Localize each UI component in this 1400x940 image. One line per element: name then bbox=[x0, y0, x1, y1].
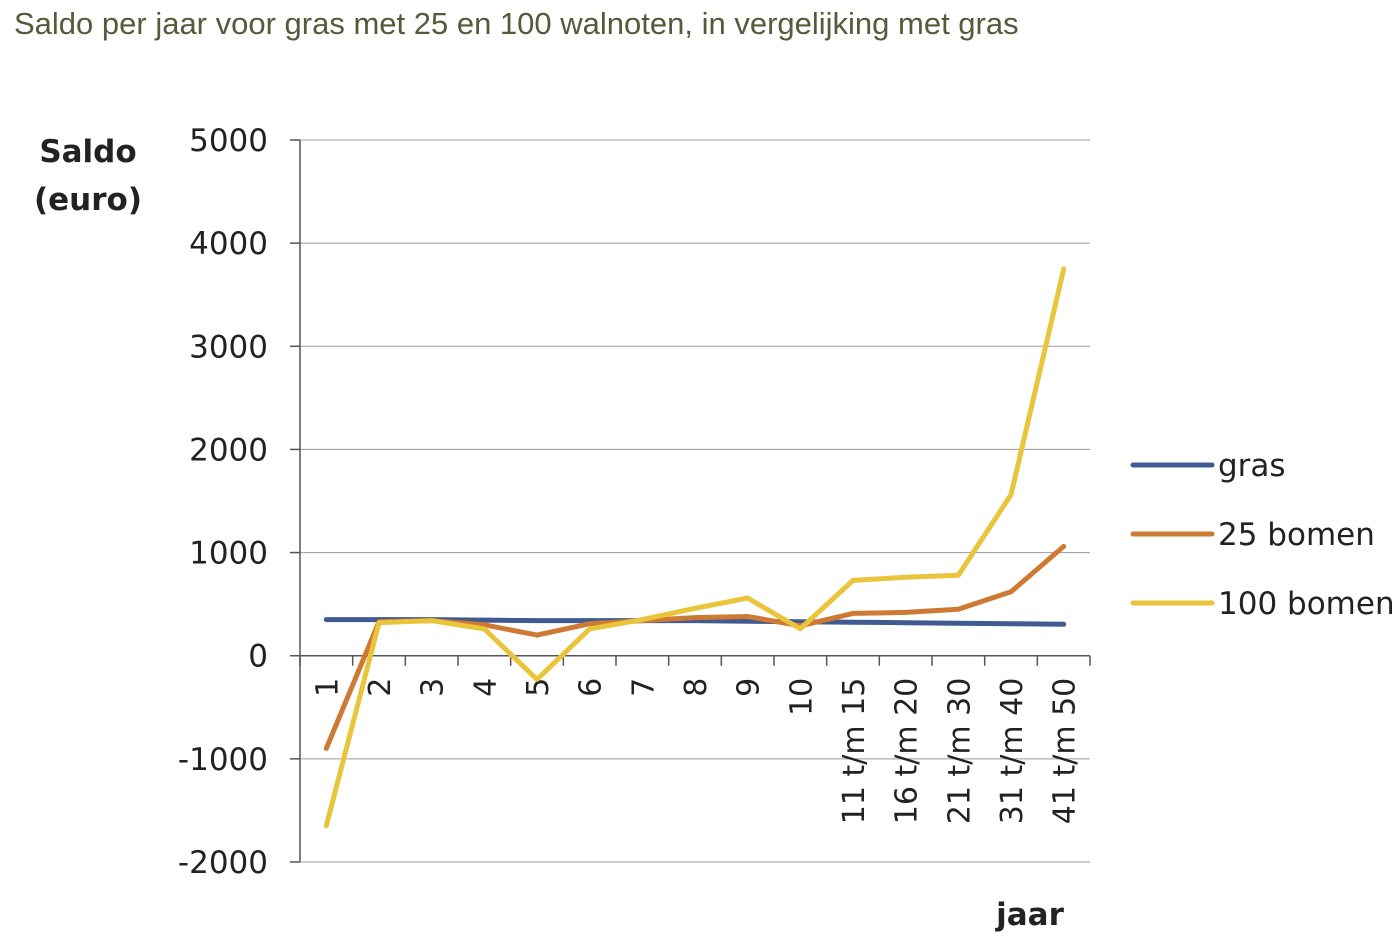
y-axis-label-line-2: (euro) bbox=[34, 182, 142, 218]
x-tick-label: 16 t/m 20 bbox=[890, 678, 925, 825]
x-tick-label: 5 bbox=[521, 678, 556, 697]
y-tick-label: -2000 bbox=[178, 845, 268, 881]
series-line-100-bomen bbox=[323, 266, 1067, 829]
legend-label: 100 bomen bbox=[1218, 586, 1395, 622]
x-tick-label: 8 bbox=[679, 678, 714, 697]
legend-label: gras bbox=[1218, 448, 1286, 484]
y-tick-label: 3000 bbox=[189, 329, 268, 365]
chart-title: Saldo per jaar voor gras met 25 en 100 w… bbox=[14, 6, 1019, 41]
x-tick-label: 2 bbox=[363, 678, 398, 697]
x-tick-label: 9 bbox=[732, 678, 767, 697]
x-tick-label: 1 bbox=[310, 678, 345, 697]
x-axis-label: jaar bbox=[994, 897, 1064, 933]
x-tick-label: 31 t/m 40 bbox=[995, 678, 1030, 825]
x-tick-label: 11 t/m 15 bbox=[837, 678, 872, 825]
legend: gras 25 bomen 100 bomen bbox=[1130, 448, 1395, 622]
axes bbox=[290, 139, 1091, 863]
y-tick-label: 2000 bbox=[189, 432, 268, 468]
legend-label: 25 bomen bbox=[1218, 517, 1375, 553]
x-tick-label: 3 bbox=[416, 678, 451, 697]
x-tick-label: 21 t/m 30 bbox=[942, 678, 977, 825]
y-axis-label-line-1: Saldo bbox=[39, 134, 136, 170]
series-lines bbox=[323, 266, 1067, 829]
x-tick-labels: 1 2 3 4 5 6 7 8 9 10 11 t/m 15 16 t/m 20 21 t/m 30 31… bbox=[310, 678, 1082, 825]
x-tick-label: 7 bbox=[626, 678, 661, 697]
y-tick-label: -1000 bbox=[178, 742, 268, 778]
y-tick-label: 5000 bbox=[189, 123, 268, 159]
y-tick-label: 1000 bbox=[189, 536, 268, 572]
x-tick-label: 6 bbox=[574, 678, 609, 697]
x-tick-label: 10 bbox=[784, 678, 819, 716]
y-tick-label: 4000 bbox=[189, 226, 268, 262]
y-tick-label: 0 bbox=[248, 639, 268, 675]
y-tick-labels: 5000 4000 3000 2000 1000 0 -1000 -2000 bbox=[178, 123, 268, 881]
x-tick-label: 41 t/m 50 bbox=[1048, 678, 1083, 825]
x-tick-label: 4 bbox=[468, 678, 503, 697]
